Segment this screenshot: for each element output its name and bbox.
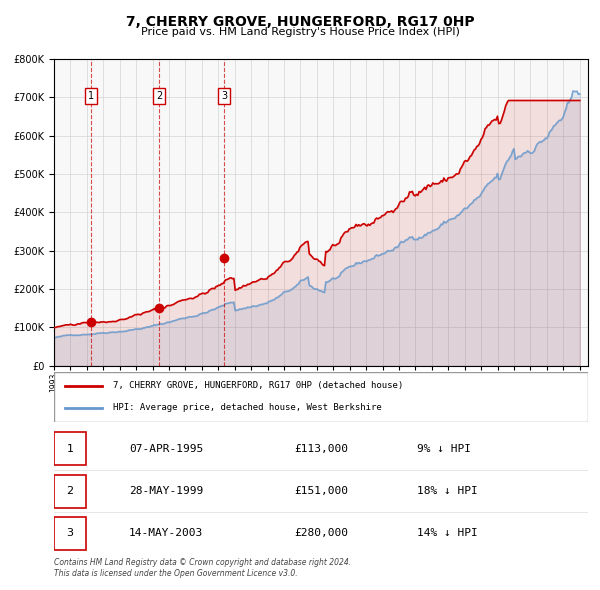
Text: 2: 2 — [156, 91, 163, 101]
Text: 07-APR-1995: 07-APR-1995 — [129, 444, 203, 454]
Text: £280,000: £280,000 — [295, 529, 348, 539]
Text: 3: 3 — [221, 91, 227, 101]
Text: 7, CHERRY GROVE, HUNGERFORD, RG17 0HP (detached house): 7, CHERRY GROVE, HUNGERFORD, RG17 0HP (d… — [113, 381, 403, 390]
Text: 3: 3 — [67, 529, 74, 539]
Text: 7, CHERRY GROVE, HUNGERFORD, RG17 0HP: 7, CHERRY GROVE, HUNGERFORD, RG17 0HP — [125, 15, 475, 29]
FancyBboxPatch shape — [54, 517, 86, 550]
Text: 18% ↓ HPI: 18% ↓ HPI — [417, 486, 478, 496]
Text: 28-MAY-1999: 28-MAY-1999 — [129, 486, 203, 496]
Text: This data is licensed under the Open Government Licence v3.0.: This data is licensed under the Open Gov… — [54, 569, 298, 578]
Text: 14% ↓ HPI: 14% ↓ HPI — [417, 529, 478, 539]
FancyBboxPatch shape — [54, 372, 588, 422]
Text: 14-MAY-2003: 14-MAY-2003 — [129, 529, 203, 539]
Text: 1: 1 — [67, 444, 74, 454]
Text: £151,000: £151,000 — [295, 486, 348, 496]
FancyBboxPatch shape — [54, 475, 86, 507]
Text: 1: 1 — [88, 91, 94, 101]
Text: HPI: Average price, detached house, West Berkshire: HPI: Average price, detached house, West… — [113, 404, 382, 412]
Text: 9% ↓ HPI: 9% ↓ HPI — [417, 444, 471, 454]
Text: Price paid vs. HM Land Registry's House Price Index (HPI): Price paid vs. HM Land Registry's House … — [140, 27, 460, 37]
Text: Contains HM Land Registry data © Crown copyright and database right 2024.: Contains HM Land Registry data © Crown c… — [54, 558, 351, 566]
FancyBboxPatch shape — [54, 432, 86, 466]
Text: 2: 2 — [67, 486, 74, 496]
Text: £113,000: £113,000 — [295, 444, 348, 454]
